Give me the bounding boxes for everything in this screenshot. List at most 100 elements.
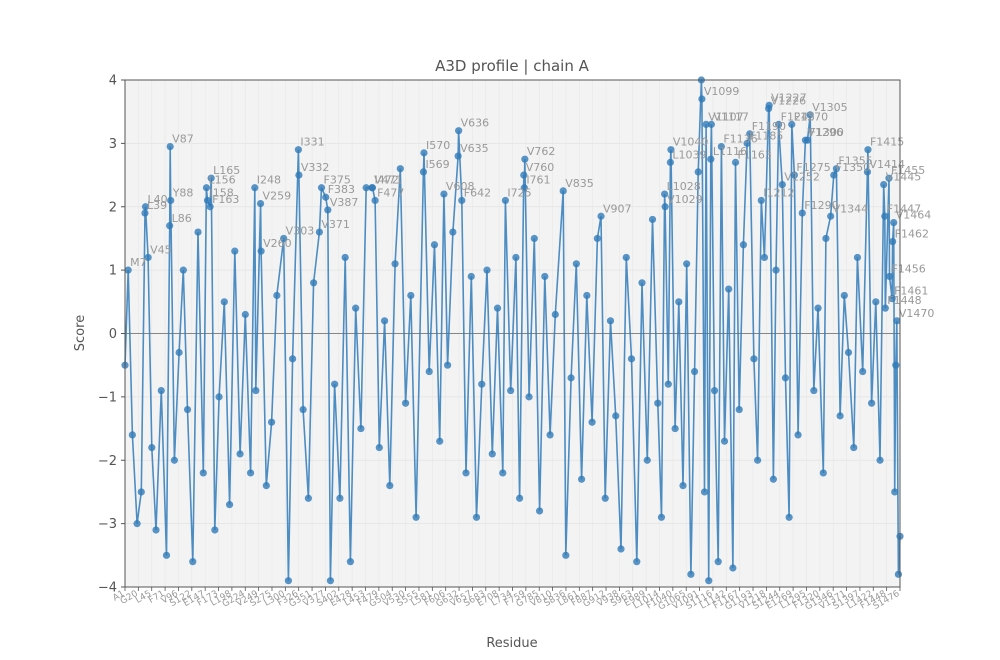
data-point bbox=[167, 196, 175, 205]
point-label: V1107 bbox=[708, 110, 744, 123]
data-point bbox=[256, 199, 265, 208]
data-point bbox=[707, 120, 715, 128]
data-point bbox=[788, 120, 796, 128]
data-point bbox=[562, 551, 570, 559]
point-label: V1252 bbox=[784, 171, 820, 184]
data-point bbox=[881, 212, 889, 220]
data-point bbox=[661, 203, 669, 211]
data-point bbox=[806, 111, 814, 119]
data-point bbox=[295, 171, 303, 179]
point-label: L165 bbox=[213, 164, 240, 177]
data-point bbox=[633, 558, 641, 566]
data-point bbox=[124, 266, 132, 274]
data-point bbox=[778, 180, 786, 189]
point-label: V371 bbox=[321, 218, 350, 231]
point-label: V1305 bbox=[812, 101, 848, 114]
point-label: V1099 bbox=[704, 85, 740, 98]
data-point bbox=[702, 120, 710, 128]
data-point bbox=[189, 558, 197, 566]
data-point bbox=[148, 443, 156, 452]
point-label: L1116 bbox=[713, 145, 747, 158]
data-point bbox=[694, 168, 702, 176]
data-point bbox=[440, 190, 448, 198]
data-point bbox=[501, 196, 510, 205]
data-point bbox=[157, 386, 165, 395]
data-point bbox=[141, 203, 150, 211]
point-label: V1414 bbox=[869, 158, 905, 171]
data-point bbox=[535, 507, 544, 515]
point-label: V259 bbox=[263, 190, 292, 203]
data-point bbox=[280, 234, 288, 243]
data-point bbox=[203, 196, 212, 205]
data-point bbox=[735, 405, 743, 414]
data-point bbox=[743, 139, 751, 147]
point-label: F1455 bbox=[891, 164, 925, 177]
data-point bbox=[810, 386, 818, 395]
point-label: V45 bbox=[150, 243, 172, 256]
data-point bbox=[572, 260, 580, 268]
data-point bbox=[661, 190, 669, 198]
data-point bbox=[336, 494, 344, 502]
data-point bbox=[772, 266, 780, 274]
data-point bbox=[627, 355, 636, 363]
point-label: F383 bbox=[328, 183, 355, 196]
data-point bbox=[152, 526, 160, 534]
data-point bbox=[864, 146, 872, 154]
data-point bbox=[671, 424, 679, 433]
data-point bbox=[667, 146, 675, 154]
point-label: F163 bbox=[212, 193, 239, 206]
data-point bbox=[436, 437, 444, 445]
data-point bbox=[853, 253, 862, 262]
data-point bbox=[521, 155, 529, 163]
point-label: V87 bbox=[172, 133, 194, 146]
point-label: V608 bbox=[446, 180, 475, 193]
data-point bbox=[700, 488, 709, 496]
data-point bbox=[133, 520, 141, 528]
data-point bbox=[267, 418, 276, 426]
data-point bbox=[401, 399, 410, 407]
y-tick-label: −4 bbox=[98, 581, 117, 596]
data-point bbox=[368, 184, 377, 192]
data-point bbox=[386, 482, 394, 490]
data-point bbox=[225, 501, 234, 509]
data-point bbox=[488, 450, 496, 458]
data-point bbox=[128, 431, 136, 439]
data-point bbox=[512, 253, 520, 262]
data-point bbox=[840, 291, 848, 300]
data-point bbox=[162, 551, 171, 559]
data-point bbox=[444, 361, 452, 369]
data-point bbox=[294, 146, 302, 154]
point-label: V1464 bbox=[896, 209, 932, 222]
data-point bbox=[725, 285, 733, 293]
data-point bbox=[794, 431, 802, 439]
data-point bbox=[690, 367, 699, 376]
data-point bbox=[720, 437, 729, 445]
data-point bbox=[830, 171, 838, 179]
data-point bbox=[597, 212, 605, 220]
data-point bbox=[822, 234, 830, 243]
data-point bbox=[687, 570, 695, 578]
data-point bbox=[657, 513, 666, 521]
point-label: F1290 bbox=[804, 199, 838, 212]
data-point bbox=[654, 399, 662, 407]
point-label: L40 bbox=[147, 193, 167, 206]
data-point bbox=[705, 577, 713, 585]
data-point bbox=[458, 196, 466, 205]
data-point bbox=[729, 564, 737, 572]
point-label: V1040 bbox=[673, 136, 709, 149]
point-label: V760 bbox=[526, 161, 555, 174]
data-point bbox=[638, 279, 646, 287]
data-point bbox=[612, 412, 620, 420]
data-point bbox=[710, 386, 719, 395]
data-point bbox=[675, 298, 683, 306]
data-point bbox=[798, 209, 806, 217]
data-point bbox=[420, 149, 428, 157]
data-point bbox=[714, 558, 722, 566]
point-label: V1470 bbox=[899, 307, 935, 320]
data-point bbox=[391, 260, 399, 268]
point-label: V1117 bbox=[713, 110, 749, 123]
data-point bbox=[622, 253, 630, 262]
point-label: F375 bbox=[324, 174, 351, 187]
data-point bbox=[754, 456, 762, 464]
